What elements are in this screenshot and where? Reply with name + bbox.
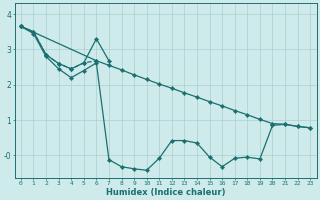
- X-axis label: Humidex (Indice chaleur): Humidex (Indice chaleur): [106, 188, 225, 197]
